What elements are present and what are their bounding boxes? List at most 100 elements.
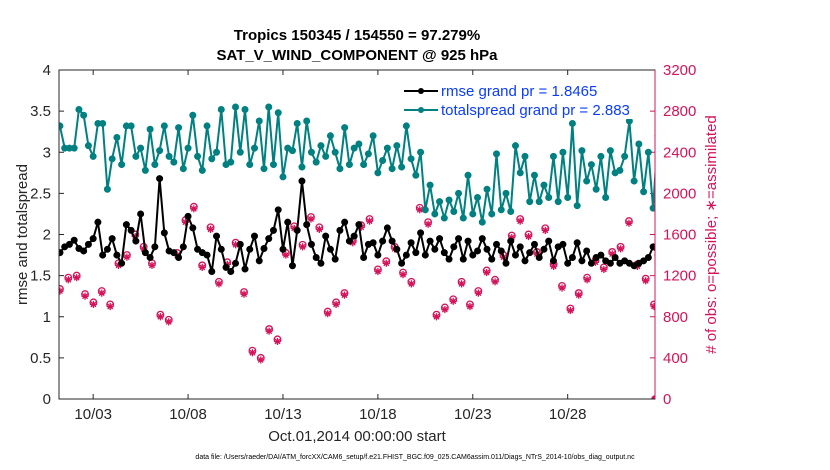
totalspread-point bbox=[417, 148, 425, 156]
obs-assimilated-marker bbox=[566, 306, 574, 315]
obs-assimilated-marker bbox=[165, 318, 173, 326]
totalspread-point bbox=[530, 171, 538, 179]
totalspread-point bbox=[635, 140, 643, 148]
rmse-point bbox=[493, 240, 501, 248]
totalspread-point bbox=[213, 148, 221, 156]
obs-assimilated-marker bbox=[466, 302, 474, 311]
rmse-point bbox=[189, 224, 197, 232]
totalspread-point bbox=[374, 169, 382, 177]
rmse-point bbox=[740, 258, 746, 264]
rmse-point bbox=[559, 240, 567, 248]
rmse-point bbox=[402, 251, 410, 259]
totalspread-point bbox=[108, 155, 116, 163]
totalspread-point bbox=[606, 147, 614, 155]
obs-assimilated-marker bbox=[190, 205, 198, 213]
totalspread-point bbox=[426, 181, 434, 189]
totalspread-point bbox=[326, 132, 334, 140]
totalspread-point bbox=[312, 158, 320, 166]
totalspread-point bbox=[175, 124, 183, 132]
rmse-point bbox=[379, 237, 387, 245]
totalspread-point bbox=[445, 196, 453, 204]
rmse-point bbox=[383, 224, 391, 232]
rmse-point bbox=[436, 235, 444, 243]
totalspread-point bbox=[597, 152, 605, 160]
obs-assimilated-marker bbox=[148, 261, 156, 269]
rmse-point bbox=[241, 265, 249, 273]
rmse-point bbox=[146, 254, 154, 262]
totalspread-point bbox=[421, 206, 429, 214]
totalspread-point bbox=[203, 122, 211, 130]
obs-assimilated-marker bbox=[382, 259, 390, 267]
totalspread-point bbox=[80, 111, 88, 119]
obs-assimilated-marker bbox=[206, 225, 215, 233]
obs-assimilated-marker bbox=[365, 217, 374, 225]
obs-final-marker bbox=[651, 395, 655, 399]
rmse-point bbox=[298, 177, 306, 185]
totalspread-point bbox=[455, 189, 463, 197]
totalspread-point bbox=[587, 161, 595, 169]
rmse-point bbox=[251, 232, 259, 240]
rmse-point bbox=[288, 262, 296, 270]
obs-assimilated-marker bbox=[625, 219, 633, 227]
legend-label: totalspread grand pr = 2.883 bbox=[441, 102, 630, 119]
totalspread-point bbox=[407, 155, 415, 163]
rmse-point bbox=[417, 229, 425, 237]
totalspread-point bbox=[274, 109, 282, 117]
obs-assimilated-marker bbox=[575, 291, 583, 299]
x-tick-label: 10/13 bbox=[264, 406, 302, 423]
obs-assimilated-marker bbox=[81, 292, 89, 300]
rmse-point bbox=[118, 259, 126, 267]
obs-assimilated-marker bbox=[273, 337, 282, 346]
y-tick-label-right: 0 bbox=[663, 391, 671, 408]
rmse-point bbox=[469, 251, 477, 259]
rmse-point bbox=[284, 218, 292, 226]
rmse-point bbox=[94, 218, 102, 226]
obs-assimilated-marker bbox=[474, 289, 482, 297]
rmse-point bbox=[654, 253, 655, 258]
x-tick-label: 10/28 bbox=[549, 406, 587, 423]
rmse-point bbox=[227, 268, 235, 276]
totalspread-point bbox=[502, 189, 510, 197]
rmse-point bbox=[274, 206, 282, 214]
rmse-point bbox=[669, 255, 675, 261]
totalspread-point bbox=[227, 158, 235, 166]
rmse-point bbox=[65, 240, 73, 248]
obs-assimilated-marker bbox=[257, 356, 265, 364]
totalspread-point bbox=[151, 161, 159, 169]
totalspread-point bbox=[592, 185, 600, 193]
rmse-point bbox=[84, 240, 92, 248]
totalspread-point bbox=[535, 198, 543, 206]
totalspread-point bbox=[602, 193, 610, 201]
rmse-point bbox=[336, 226, 344, 234]
rmse-point bbox=[450, 243, 458, 251]
obs-assimilated-marker bbox=[416, 206, 424, 214]
rmse-point bbox=[679, 246, 685, 252]
rmse-point bbox=[132, 237, 140, 245]
obs-assimilated-marker bbox=[349, 239, 357, 247]
totalspread-point bbox=[241, 105, 249, 113]
obs-assimilated-marker bbox=[265, 327, 273, 335]
totalspread-point bbox=[345, 161, 353, 169]
totalspread-point bbox=[478, 218, 486, 226]
rmse-point bbox=[350, 232, 358, 240]
totalspread-point bbox=[412, 171, 420, 179]
rmse-point bbox=[279, 245, 287, 253]
rmse-point bbox=[502, 259, 510, 267]
chart-subtitle: SAT_V_WIND_COMPONENT @ 925 hPa bbox=[216, 47, 498, 64]
chart-title: Tropics 150345 / 154550 = 97.279% bbox=[234, 27, 480, 44]
totalspread-point bbox=[383, 144, 391, 152]
rmse-point bbox=[232, 259, 240, 267]
totalspread-point bbox=[246, 161, 254, 169]
obs-assimilated-marker bbox=[240, 290, 248, 298]
rmse-point bbox=[611, 254, 619, 262]
rmse-point bbox=[426, 237, 434, 245]
legend-marker bbox=[418, 88, 424, 94]
totalspread-point bbox=[549, 152, 557, 160]
totalspread-point bbox=[660, 164, 666, 170]
data-layer bbox=[59, 103, 746, 399]
totalspread-point bbox=[170, 158, 178, 166]
totalspread-point bbox=[156, 147, 164, 155]
obs-assimilated-marker bbox=[156, 313, 164, 321]
totalspread-point bbox=[573, 202, 581, 210]
y-tick-label-left: 3 bbox=[43, 144, 51, 161]
